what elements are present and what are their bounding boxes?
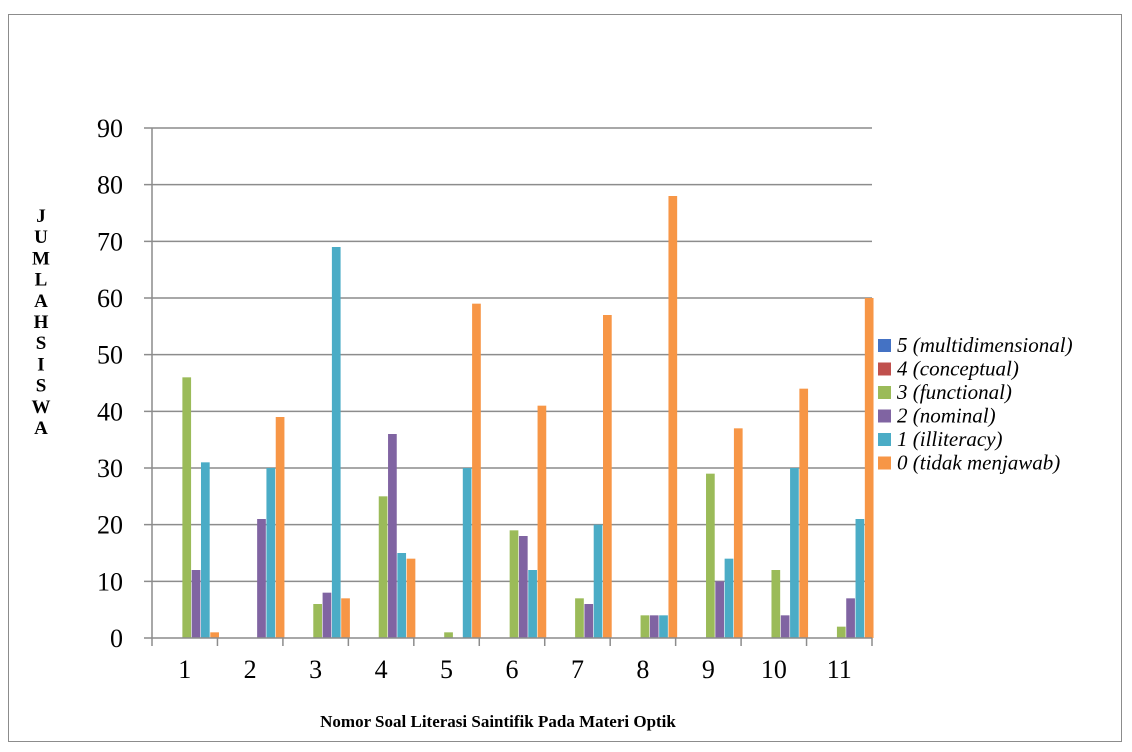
bar — [210, 632, 219, 638]
y-tick-label: 70 — [97, 227, 123, 256]
legend-swatch — [878, 409, 891, 423]
y-tick-label: 60 — [97, 284, 123, 313]
x-tick-label: 6 — [506, 655, 519, 684]
x-tick-label: 1 — [178, 655, 191, 684]
y-tick-label: 10 — [97, 567, 123, 596]
y-tick-label: 80 — [97, 171, 123, 200]
y-axis-title-letter: S — [36, 333, 47, 354]
y-axis-title-letter: A — [34, 291, 48, 312]
x-tick-label: 7 — [571, 655, 584, 684]
legend-swatch — [878, 362, 891, 376]
x-tick-label: 10 — [761, 655, 787, 684]
bar — [855, 519, 865, 638]
legend-label: 4 (conceptual) — [897, 357, 1019, 381]
bar — [313, 604, 322, 638]
bar — [706, 473, 715, 638]
bar — [715, 581, 725, 638]
bar — [799, 388, 809, 638]
bar — [603, 315, 612, 638]
bar — [397, 553, 407, 638]
legend-label: 3 (functional) — [896, 380, 1012, 404]
bar — [640, 615, 650, 638]
bar — [659, 615, 668, 638]
bar — [575, 598, 584, 638]
y-tick-label: 0 — [110, 624, 123, 653]
y-tick-label: 90 — [97, 114, 123, 143]
bar — [771, 570, 781, 638]
bar — [266, 468, 276, 638]
legend-swatch — [878, 339, 891, 352]
y-axis-title-letter: J — [36, 206, 46, 227]
x-tick-label: 8 — [636, 655, 649, 684]
x-tick-label: 4 — [375, 655, 388, 684]
bar — [846, 598, 855, 638]
x-tick-label: 5 — [440, 655, 453, 684]
legend-swatch — [878, 433, 891, 446]
bar — [322, 592, 332, 638]
y-axis-title-letter: L — [35, 270, 48, 291]
y-tick-label: 20 — [97, 511, 123, 540]
y-axis-title-letter: W — [32, 397, 51, 418]
bar — [182, 377, 192, 638]
legend: 5 (multidimensional)4 (conceptual)3 (fun… — [878, 333, 1073, 475]
bar — [191, 570, 201, 638]
bar — [649, 615, 659, 638]
bar — [462, 468, 472, 638]
x-tick-labels: 1 2 3 4 5 6 7 8 9 10 11 — [178, 655, 852, 684]
bar — [331, 247, 341, 638]
legend-label: 2 (nominal) — [897, 404, 996, 428]
x-axis-title: Nomor Soal Literasi Saintifik Pada Mater… — [320, 712, 676, 731]
y-axis-title-letter: A — [34, 418, 48, 439]
x-tick-label: 2 — [244, 655, 257, 684]
bar — [257, 519, 266, 638]
bar — [790, 468, 799, 638]
bar — [518, 536, 528, 638]
bar — [388, 434, 397, 638]
bar — [341, 598, 350, 638]
bar — [444, 632, 453, 638]
bar — [724, 558, 734, 638]
x-tick-label: 11 — [827, 655, 852, 684]
bar — [733, 428, 743, 638]
x-tick-label: 3 — [309, 655, 322, 684]
legend-label: 5 (multidimensional) — [897, 333, 1073, 357]
gridlines — [144, 127, 872, 583]
x-tick-label: 9 — [702, 655, 715, 684]
bar — [472, 303, 481, 638]
y-tick-label: 40 — [97, 397, 123, 426]
y-axis-title-letter: U — [34, 227, 48, 248]
legend-label: 1 (illiteracy) — [897, 427, 1003, 451]
legend-swatch — [878, 386, 891, 399]
bar — [593, 524, 603, 638]
bar — [406, 558, 416, 638]
y-axis-title-letter: S — [36, 376, 47, 397]
axes — [144, 128, 873, 646]
y-tick-label: 30 — [97, 454, 123, 483]
y-axis-title-letter: M — [32, 248, 50, 269]
bar — [584, 604, 594, 638]
y-axis-title-letter: H — [34, 312, 49, 333]
legend-label: 0 (tidak menjawab) — [897, 451, 1060, 475]
legend-swatch — [878, 456, 891, 470]
bar — [864, 298, 874, 638]
bar — [836, 626, 846, 638]
bar — [200, 462, 210, 638]
y-axis-title-letter: I — [37, 354, 44, 375]
bars — [182, 196, 874, 638]
bar — [275, 417, 285, 638]
y-tick-label: 50 — [97, 341, 123, 370]
bar — [378, 496, 388, 638]
y-tick-labels: 0 10 20 30 40 50 60 70 80 90 — [97, 114, 123, 653]
bar — [537, 405, 547, 638]
bar — [528, 570, 537, 638]
bar — [780, 615, 790, 638]
bar — [509, 530, 519, 638]
bar — [668, 196, 678, 638]
